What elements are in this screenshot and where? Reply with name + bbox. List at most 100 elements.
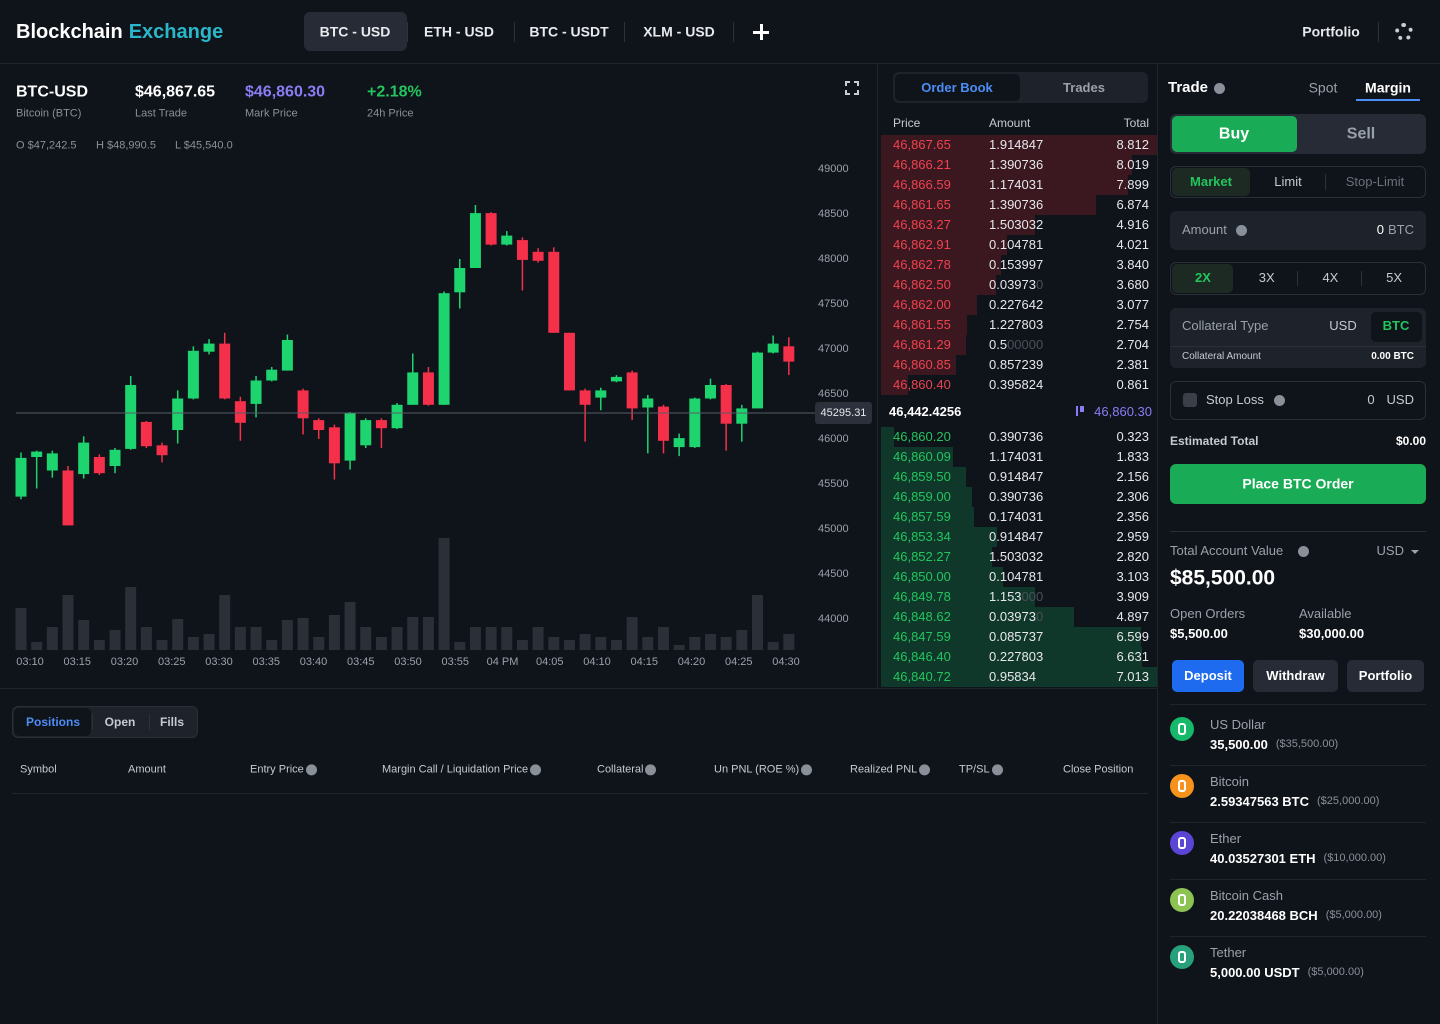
- volume-bar: [187, 637, 199, 650]
- account-currency[interactable]: USD: [1376, 543, 1404, 559]
- book-column: Total: [1123, 115, 1149, 130]
- account-action-label[interactable]: Deposit: [1184, 668, 1232, 684]
- account-action-label[interactable]: Withdraw: [1266, 668, 1325, 684]
- book-total: 8.812: [1116, 137, 1149, 153]
- leverage-option[interactable]: 2X: [1195, 270, 1211, 286]
- volume-bar: [516, 640, 528, 650]
- account-action[interactable]: [1347, 660, 1424, 692]
- settings[interactable]: [1395, 23, 1413, 41]
- asks-depth: [881, 175, 1129, 195]
- candle-body: [751, 352, 763, 409]
- submit-button[interactable]: [1170, 464, 1426, 504]
- candle-body: [532, 251, 544, 261]
- buy-label[interactable]: Buy: [1218, 125, 1250, 143]
- leverage-option[interactable]: 3X: [1258, 270, 1275, 286]
- order-type[interactable]: Market: [1190, 174, 1232, 190]
- portfolio-link[interactable]: Portfolio: [1302, 23, 1360, 40]
- asset-divider: [1170, 822, 1426, 823]
- positions-tab[interactable]: Open: [104, 714, 136, 729]
- candle-body: [563, 332, 575, 391]
- leverage-active[interactable]: [1172, 264, 1233, 293]
- submit-label[interactable]: Place BTC Order: [1242, 475, 1354, 492]
- positions-column: Symbol: [20, 763, 57, 776]
- candle-body: [422, 372, 434, 405]
- amount-input[interactable]: [1170, 211, 1426, 250]
- book-column: Amount: [989, 115, 1031, 130]
- positions-tab[interactable]: Positions: [25, 714, 81, 729]
- book-tab-active[interactable]: [895, 74, 1020, 101]
- volume-bar: [485, 627, 497, 650]
- order-type[interactable]: Stop-Limit: [1345, 174, 1405, 190]
- book-tab[interactable]: Trades: [1063, 80, 1105, 96]
- trade-mode[interactable]: Margin: [1365, 79, 1411, 96]
- book-amount: 0.227642: [989, 297, 1044, 313]
- amount-value: 0 BTC: [1377, 222, 1414, 238]
- book-amount-cell: 0.174031: [989, 509, 1043, 525]
- volume-bar: [297, 618, 309, 650]
- leverage-box: [1170, 262, 1426, 295]
- info-icon: [1297, 545, 1309, 557]
- stop-loss-checkbox[interactable]: [1183, 393, 1197, 407]
- volume-bar: [783, 634, 795, 650]
- price-chart: 44000 44500 45000 45500 46000 46500 47000 47500…: [15, 163, 872, 668]
- book-amount: 0.085737: [989, 629, 1044, 645]
- sell-label[interactable]: Sell: [1346, 125, 1376, 143]
- pair-tab-active[interactable]: [304, 12, 407, 51]
- leverage-option[interactable]: 4X: [1322, 270, 1339, 286]
- book-amount-pad: 00000: [1007, 337, 1044, 353]
- account-action[interactable]: [1253, 660, 1338, 692]
- column-header: Margin Call / Liquidation Price: [382, 763, 529, 776]
- book-total: 3.840: [1116, 257, 1149, 273]
- x-tick-label: 03:40: [300, 656, 328, 668]
- positions-tab-active[interactable]: [14, 708, 91, 736]
- book-total: 2.704: [1116, 337, 1149, 353]
- leverage-option[interactable]: 5X: [1386, 270, 1403, 286]
- candle-body: [31, 451, 43, 457]
- account-action[interactable]: [1172, 660, 1244, 692]
- amount-label: Amount: [1182, 222, 1227, 238]
- book-price: 46,860.20: [893, 429, 951, 445]
- buy-button[interactable]: [1172, 116, 1297, 152]
- volume-bar: [360, 627, 372, 650]
- collateral-option[interactable]: USD: [1329, 318, 1357, 334]
- collateral-active[interactable]: [1371, 312, 1422, 342]
- book-tab[interactable]: Order Book: [921, 80, 993, 96]
- pair-tab[interactable]: XLM - USD: [643, 23, 715, 40]
- info-icon: [801, 764, 813, 776]
- book-total: 2.381: [1116, 357, 1149, 373]
- book-price: 46,867.65: [893, 137, 951, 153]
- pair-tab[interactable]: ETH - USD: [424, 23, 494, 40]
- book-total: 3.909: [1116, 589, 1149, 605]
- y-tick-label: 47500: [818, 298, 849, 310]
- add-pair[interactable]: [753, 24, 769, 40]
- order-type[interactable]: Limit: [1274, 174, 1302, 190]
- book-total: 2.754: [1116, 317, 1149, 333]
- trade-mode[interactable]: Spot: [1308, 79, 1338, 96]
- asset-glyph: [1178, 894, 1186, 906]
- asset-amount: 20.22038468 BCH ($5,000.00): [1210, 908, 1382, 924]
- collateral-label: Collateral Type: [1182, 318, 1269, 334]
- ohlc-value: H $48,990.5: [96, 139, 156, 152]
- asks-depth: [881, 235, 1007, 255]
- order-type-active[interactable]: [1172, 168, 1250, 196]
- book-amount-cell: 1.174031: [989, 177, 1043, 193]
- account-action-label[interactable]: Portfolio: [1358, 668, 1413, 684]
- x-tick-label: 04 PM: [487, 656, 519, 668]
- positions-tab[interactable]: Fills: [159, 714, 185, 729]
- stop-loss-value: 0 USD: [1367, 392, 1414, 408]
- book-amount-cell: 0.390736: [989, 429, 1043, 445]
- x-tick-label: 03:50: [394, 656, 422, 668]
- collateral-option[interactable]: BTC: [1382, 318, 1410, 334]
- pair-tab[interactable]: BTC - USD: [319, 23, 391, 40]
- candle-body: [391, 404, 403, 429]
- book-amount-cell: 0.95834: [989, 669, 1036, 685]
- pair-tab[interactable]: BTC - USDT: [529, 23, 609, 40]
- expand-icon[interactable]: [845, 81, 859, 95]
- candle-body: [595, 390, 607, 398]
- volume-bar: [109, 630, 121, 650]
- book-amount: 0.395824: [989, 377, 1044, 393]
- info-icon: [919, 764, 931, 776]
- x-tick-label: 04:20: [678, 656, 706, 668]
- candle-body: [485, 213, 497, 245]
